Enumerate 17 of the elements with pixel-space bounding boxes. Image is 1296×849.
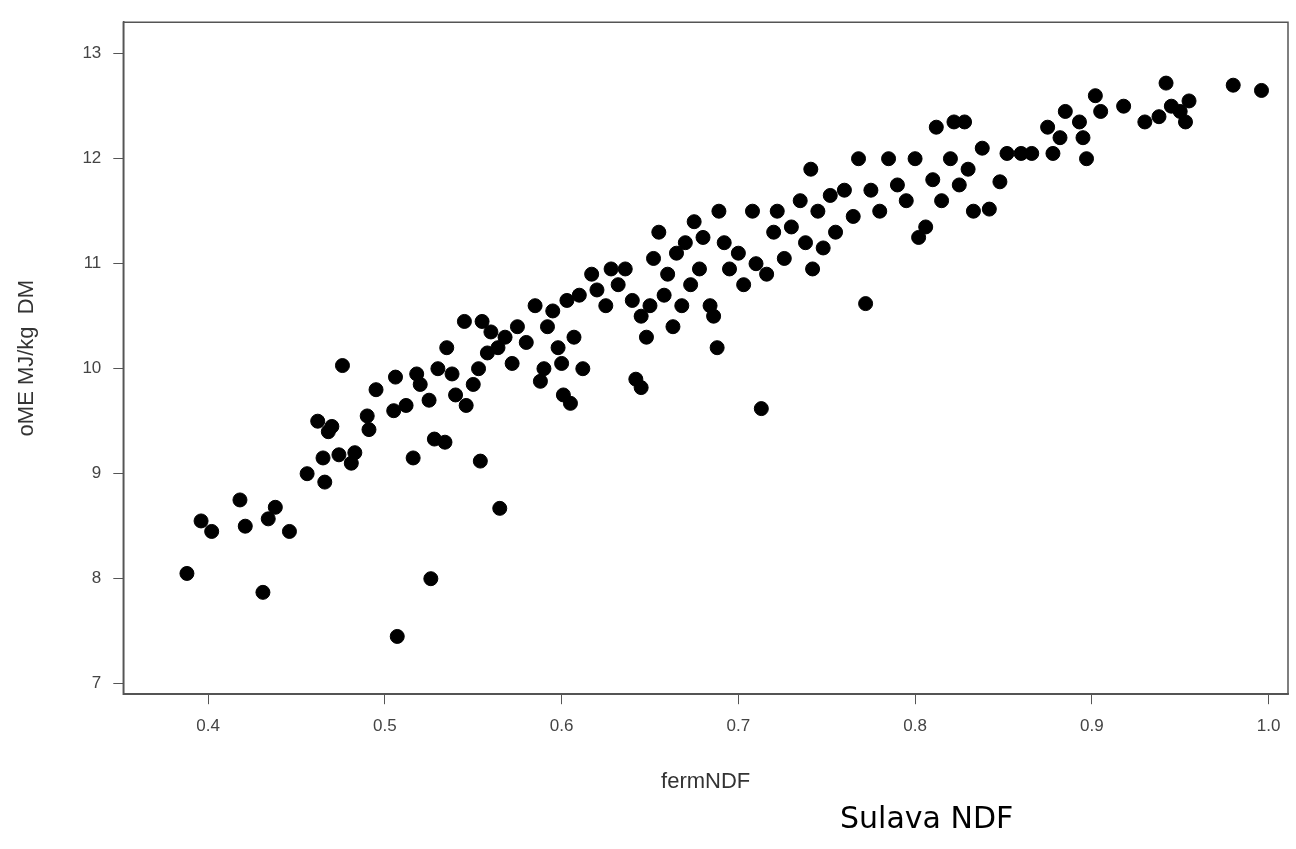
x-tick-label: 0.6 bbox=[549, 716, 574, 736]
x-tick-label: 0.8 bbox=[903, 716, 927, 736]
x-tick-label: 0.7 bbox=[726, 716, 751, 736]
y-tick-label: 11 bbox=[83, 253, 102, 273]
x-axis-title: fermNDF bbox=[661, 767, 751, 793]
y-tick-label: 13 bbox=[82, 43, 102, 63]
x-tick-label: 0.4 bbox=[196, 716, 220, 736]
y-tick-label: 8 bbox=[91, 568, 102, 588]
y-tick-label: 10 bbox=[82, 358, 102, 378]
x-tick-label: 0.5 bbox=[373, 716, 397, 736]
y-tick-label: 12 bbox=[82, 148, 102, 168]
y-tick-label: 9 bbox=[91, 463, 102, 483]
x-tick-label: 0.9 bbox=[1080, 716, 1104, 736]
x-tick-label: 1.0 bbox=[1256, 716, 1281, 736]
y-tick-label: 7 bbox=[91, 673, 102, 693]
text: Sulava NDF bbox=[840, 800, 1014, 835]
y-axis-title: oME MJ/kg DM bbox=[13, 279, 39, 437]
